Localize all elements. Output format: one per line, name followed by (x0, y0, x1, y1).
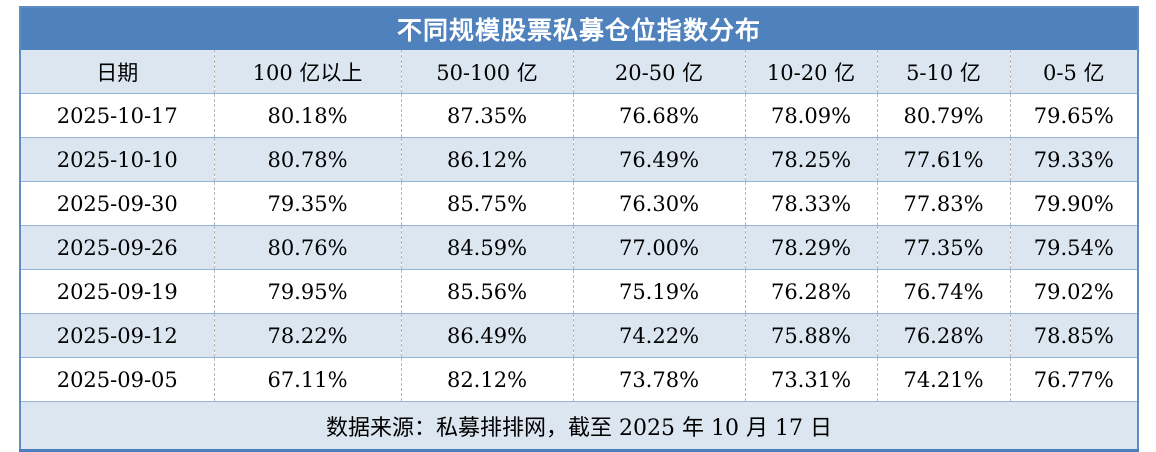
value-cell: 77.00% (572, 225, 745, 270)
value-cell: 78.85% (1009, 313, 1139, 358)
title-row: 不同规模股票私募仓位指数分布 (20, 7, 1139, 50)
value-cell: 80.79% (876, 93, 1010, 138)
header-cell-date: 日期 (20, 50, 214, 94)
value-cell: 79.65% (1009, 93, 1139, 138)
value-cell: 76.74% (876, 269, 1010, 314)
table-row: 2025-09-12 78.22% 86.49% 74.22% 75.88% 7… (20, 313, 1139, 358)
value-cell: 77.35% (876, 225, 1010, 270)
table-row: 2025-10-17 80.18% 87.35% 76.68% 78.09% 8… (20, 93, 1139, 138)
table-row: 2025-09-26 80.76% 84.59% 77.00% 78.29% 7… (20, 225, 1139, 270)
value-cell: 76.68% (572, 93, 745, 138)
value-cell: 79.54% (1009, 225, 1139, 270)
value-cell: 77.83% (876, 181, 1010, 226)
header-cell-50-100: 50-100 亿 (400, 50, 573, 94)
position-index-table-container: 不同规模股票私募仓位指数分布 日期 100 亿以上 50-100 亿 20-50… (19, 6, 1140, 452)
value-cell: 76.77% (1009, 357, 1139, 402)
value-cell: 87.35% (400, 93, 573, 138)
value-cell: 78.25% (744, 137, 877, 182)
header-row: 日期 100 亿以上 50-100 亿 20-50 亿 10-20 亿 5-10… (20, 50, 1139, 94)
value-cell: 76.28% (876, 313, 1010, 358)
value-cell: 78.09% (744, 93, 877, 138)
value-cell: 74.22% (572, 313, 745, 358)
value-cell: 80.18% (213, 93, 401, 138)
table-row: 2025-09-30 79.35% 85.75% 76.30% 78.33% 7… (20, 181, 1139, 226)
header-cell-over-100: 100 亿以上 (213, 50, 401, 94)
value-cell: 79.33% (1009, 137, 1139, 182)
date-cell: 2025-10-10 (20, 137, 214, 182)
table-row: 2025-09-05 67.11% 82.12% 73.78% 73.31% 7… (20, 357, 1139, 402)
date-cell: 2025-09-12 (20, 313, 214, 358)
date-cell: 2025-09-26 (20, 225, 214, 270)
value-cell: 76.30% (572, 181, 745, 226)
value-cell: 85.75% (400, 181, 573, 226)
value-cell: 79.35% (213, 181, 401, 226)
value-cell: 67.11% (213, 357, 401, 402)
value-cell: 84.59% (400, 225, 573, 270)
date-cell: 2025-10-17 (20, 93, 214, 138)
header-cell-20-50: 20-50 亿 (572, 50, 745, 94)
footer-row: 数据来源：私募排排网，截至 2025 年 10 月 17 日 (20, 401, 1139, 451)
value-cell: 75.19% (572, 269, 745, 314)
value-cell: 77.61% (876, 137, 1010, 182)
value-cell: 73.31% (744, 357, 877, 402)
value-cell: 78.29% (744, 225, 877, 270)
value-cell: 74.21% (876, 357, 1010, 402)
value-cell: 79.95% (213, 269, 401, 314)
value-cell: 79.90% (1009, 181, 1139, 226)
header-cell-5-10: 5-10 亿 (876, 50, 1010, 94)
value-cell: 73.78% (572, 357, 745, 402)
value-cell: 78.22% (213, 313, 401, 358)
value-cell: 86.49% (400, 313, 573, 358)
position-index-table: 不同规模股票私募仓位指数分布 日期 100 亿以上 50-100 亿 20-50… (19, 6, 1140, 452)
value-cell: 80.78% (213, 137, 401, 182)
table-title: 不同规模股票私募仓位指数分布 (20, 7, 1139, 50)
value-cell: 76.49% (572, 137, 745, 182)
value-cell: 82.12% (400, 357, 573, 402)
header-cell-0-5: 0-5 亿 (1009, 50, 1139, 94)
value-cell: 78.33% (744, 181, 877, 226)
date-cell: 2025-09-05 (20, 357, 214, 402)
value-cell: 85.56% (400, 269, 573, 314)
value-cell: 80.76% (213, 225, 401, 270)
table-row: 2025-10-10 80.78% 86.12% 76.49% 78.25% 7… (20, 137, 1139, 182)
value-cell: 79.02% (1009, 269, 1139, 314)
value-cell: 76.28% (744, 269, 877, 314)
date-cell: 2025-09-19 (20, 269, 214, 314)
table-row: 2025-09-19 79.95% 85.56% 75.19% 76.28% 7… (20, 269, 1139, 314)
value-cell: 86.12% (400, 137, 573, 182)
header-cell-10-20: 10-20 亿 (744, 50, 877, 94)
value-cell: 75.88% (744, 313, 877, 358)
data-source-note: 数据来源：私募排排网，截至 2025 年 10 月 17 日 (20, 401, 1139, 451)
date-cell: 2025-09-30 (20, 181, 214, 226)
